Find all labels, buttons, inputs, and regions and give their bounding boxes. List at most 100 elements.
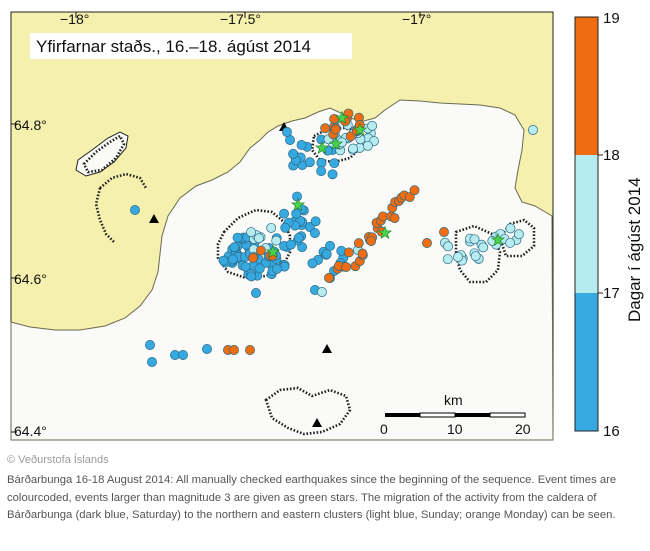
earthquake-dot — [442, 254, 453, 265]
earthquake-dot — [404, 192, 415, 203]
earthquake-dot — [469, 234, 480, 245]
volcano-triangle-icon — [312, 418, 322, 427]
earthquake-dot — [366, 236, 377, 246]
earthquake-dot — [292, 191, 302, 202]
earthquake-dot — [367, 120, 378, 131]
earthquake-dot — [310, 216, 321, 227]
volcano-triangle-icon — [322, 344, 332, 353]
lon-tick-label: −17° — [402, 11, 431, 27]
earthquake-dot — [316, 157, 327, 168]
earthquake-dot — [251, 288, 261, 298]
earthquake-dot — [240, 261, 251, 272]
earthquake-dot — [266, 222, 277, 233]
earthquake-dot — [514, 229, 524, 240]
magnitude-3-star-icon — [265, 244, 281, 259]
earthquake-events — [130, 108, 538, 367]
volcano-triangle-icon — [149, 214, 159, 223]
colorbar-label: 17 — [603, 285, 620, 302]
earthquake-dot — [453, 252, 463, 262]
magnitude-3-stars — [265, 110, 506, 259]
earthquake-dot — [409, 185, 420, 196]
colorbar-label: 18 — [603, 147, 620, 164]
earthquake-dot — [145, 340, 155, 350]
magnitude-3-star-icon — [352, 122, 368, 137]
magnitude-3-star-icon — [490, 232, 506, 247]
earthquake-dot — [202, 344, 212, 354]
lon-tick-label: −17.5° — [220, 11, 261, 27]
earthquake-dot — [279, 208, 289, 219]
earthquake-dot — [246, 227, 257, 238]
earthquake-dot — [247, 252, 258, 263]
earthquake-dot — [321, 249, 332, 260]
copyright-notice: © Veðurstofa Íslands — [7, 454, 109, 466]
scalebar-label: 10 — [447, 421, 463, 437]
scalebar-label: 20 — [515, 421, 531, 437]
earthquake-dot — [316, 166, 327, 177]
earthquake-dot — [443, 241, 454, 252]
earthquake-dot — [229, 242, 240, 253]
earthquake-dot — [343, 247, 354, 258]
magnitude-3-star-icon — [290, 197, 306, 212]
earthquake-dot — [307, 258, 318, 269]
earthquake-dot — [147, 357, 157, 367]
earthquake-dot — [470, 251, 481, 262]
earthquake-dot — [357, 248, 368, 259]
small-icecap — [75, 131, 129, 177]
earthquake-dot — [341, 262, 351, 272]
earthquake-dot — [330, 124, 341, 135]
earthquake-dot — [389, 213, 400, 224]
earthquake-dot — [253, 233, 264, 244]
earthquake-dot — [271, 235, 282, 246]
earthquake-dot — [309, 228, 320, 239]
earthquake-dot — [285, 239, 296, 250]
colorbar-segment-blue — [575, 293, 598, 431]
earthquake-dot — [353, 238, 364, 249]
colorbar-segment-light-blue — [575, 155, 598, 293]
earthquake-dot — [317, 287, 327, 297]
earthquake-dot — [272, 263, 282, 274]
lon-tick-label: −18° — [60, 11, 89, 27]
earthquake-dot — [245, 345, 255, 355]
earthquake-dot — [324, 272, 334, 283]
earthquake-dot — [478, 242, 489, 253]
scalebar-unit: km — [444, 392, 463, 408]
earthquake-dot — [246, 271, 257, 282]
earthquake-dot — [439, 227, 449, 237]
earthquake-dot — [291, 208, 302, 219]
earthquake-dot — [362, 140, 373, 151]
earthquake-dot — [229, 345, 239, 355]
scale-bar — [385, 412, 526, 418]
colorbar-label: 16 — [603, 423, 620, 440]
earthquake-dot — [345, 131, 356, 142]
earthquake-dot — [254, 263, 265, 274]
earthquake-dot — [288, 148, 299, 159]
earthquake-dot — [329, 158, 340, 169]
colorbar-label: 19 — [603, 10, 620, 27]
earthquake-dot — [232, 232, 243, 243]
colorbar-segment-orange — [575, 17, 598, 155]
earthquake-dot — [304, 157, 315, 168]
magnitude-3-star-icon — [328, 136, 344, 151]
earthquake-dot — [325, 240, 336, 251]
earthquake-dot — [528, 125, 538, 135]
earthquake-dot — [348, 143, 358, 154]
earthquake-dot — [505, 237, 516, 248]
earthquake-dot — [505, 223, 516, 234]
earthquake-dot — [218, 255, 229, 266]
lat-tick-label: 64.8° — [14, 117, 47, 133]
colorbar-title: Dagar í ágúst 2014 — [625, 177, 644, 322]
earthquake-dot — [296, 140, 307, 150]
earthquake-dot — [293, 232, 304, 243]
figure-caption: Bárðarbunga 16-18 August 2014: All manua… — [7, 474, 617, 522]
colorbar — [574, 16, 603, 432]
earthquake-dot — [178, 350, 188, 360]
earthquake-dot — [320, 123, 331, 134]
scalebar-label: 0 — [380, 421, 388, 437]
earthquake-dot — [327, 169, 338, 180]
magnitude-3-star-icon — [377, 225, 393, 240]
earthquake-dot — [378, 211, 388, 222]
lat-tick-label: 64.4° — [14, 423, 47, 439]
earthquake-dot — [227, 254, 238, 265]
earthquake-dot — [130, 205, 140, 215]
